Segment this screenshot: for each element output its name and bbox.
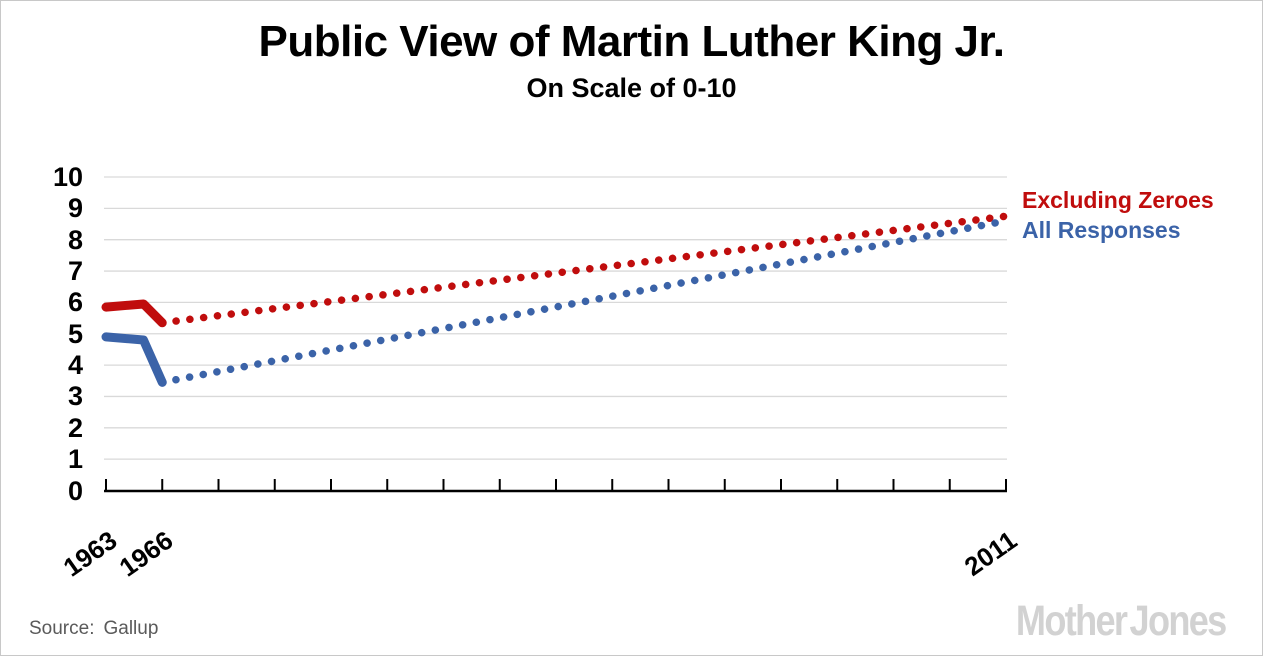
y-tick-label-2: 2: [67, 412, 83, 443]
mother-jones-logo: Mother Jones: [1016, 597, 1227, 645]
series-solid-1: [101, 332, 167, 387]
y-tick-label-5: 5: [67, 318, 83, 349]
source-note: Source: Gallup: [29, 618, 158, 640]
y-tick-label-7: 7: [67, 256, 83, 287]
y-tick-label-1: 1: [67, 444, 83, 475]
source-value: Gallup: [103, 618, 159, 639]
y-tick-label-10: 10: [52, 162, 83, 192]
y-tick-label-9: 9: [67, 193, 83, 224]
y-tick-label-0: 0: [67, 475, 83, 506]
y-tick-label-8: 8: [67, 224, 83, 255]
chart-title: Public View of Martin Luther King Jr.: [258, 17, 1005, 66]
legend-item-all-responses: All Responses: [1022, 217, 1181, 243]
y-tick-label-6: 6: [67, 287, 83, 318]
chart-subtitle: On Scale of 0-10: [526, 73, 737, 103]
series-dotted-1: [158, 217, 1010, 387]
y-tick-label-3: 3: [67, 381, 83, 412]
series-dotted-0: [158, 212, 1010, 327]
source-label: Source:: [29, 618, 95, 639]
chart-legend: Excluding Zeroes All Responses: [1022, 185, 1214, 245]
legend-item-excluding-zeroes: Excluding Zeroes: [1022, 187, 1214, 213]
y-tick-label-4: 4: [67, 350, 83, 381]
series-solid-0: [101, 299, 167, 328]
